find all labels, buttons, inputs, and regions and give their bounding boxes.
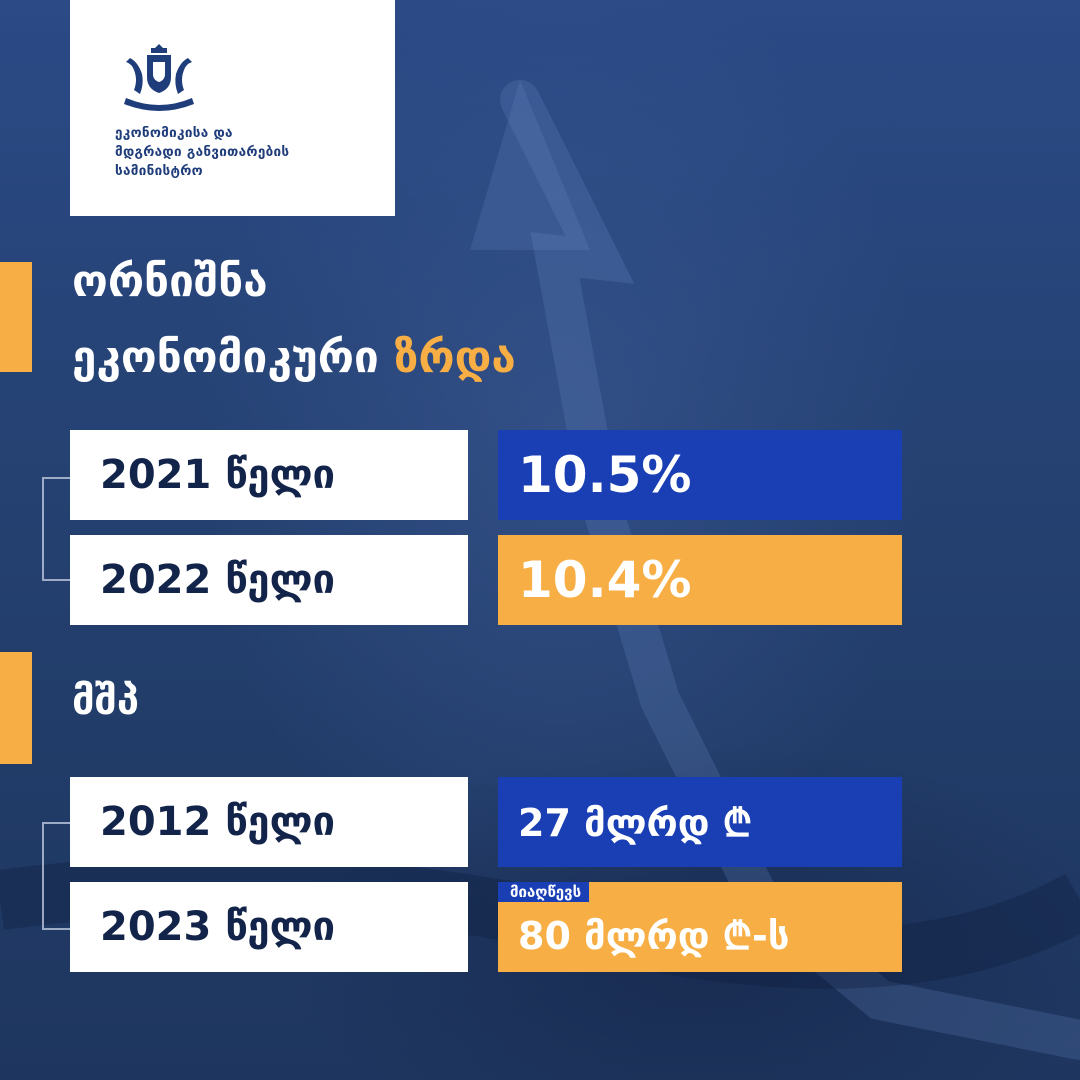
gdp-value-2012: 27 მლრდ ₾: [498, 777, 902, 867]
ministry-name: ეკონომიკისა და მდგრადი განვითარების სამი…: [115, 124, 289, 181]
row-bracket: [42, 477, 72, 581]
headline-line1: ორნიშნა: [72, 256, 268, 307]
headline-prefix: ეკონომიკური: [72, 332, 379, 383]
accent-bar: [0, 652, 32, 764]
growth-value-2021: 10.5%: [498, 430, 902, 520]
headline-highlight: ზრდა: [394, 332, 516, 383]
year-label-2021: 2021 წელი: [70, 430, 468, 520]
growth-value-2022: 10.4%: [498, 535, 902, 625]
row-bracket: [42, 822, 72, 930]
ministry-name-line: ეკონომიკისა და: [115, 125, 233, 141]
headline-line2: ეკონომიკური ზრდა: [72, 328, 516, 388]
year-label-2012: 2012 წელი: [70, 777, 468, 867]
reaches-tag: მიაღწევს: [498, 882, 590, 902]
georgia-coat-of-arms-icon: [120, 40, 198, 112]
gdp-heading: მშპ: [72, 678, 139, 724]
ministry-name-line: მდგრადი განვითარების: [115, 144, 290, 160]
year-label-2022: 2022 წელი: [70, 535, 468, 625]
accent-bar: [0, 262, 32, 372]
ministry-logo-card: ეკონომიკისა და მდგრადი განვითარების სამი…: [70, 0, 395, 216]
ministry-name-line: სამინისტრო: [115, 163, 203, 179]
year-label-2023: 2023 წელი: [70, 882, 468, 972]
